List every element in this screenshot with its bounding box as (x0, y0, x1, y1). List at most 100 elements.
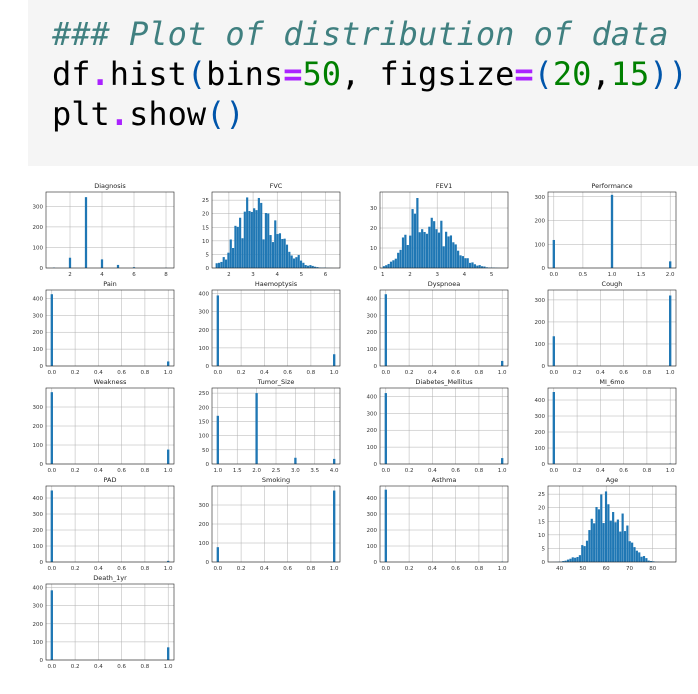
x-tick-label: 4 (100, 272, 104, 278)
x-tick-label: 4 (463, 272, 467, 278)
x-tick-label: 0.6 (117, 664, 126, 670)
histogram-bar (333, 458, 336, 464)
histogram-bar (394, 258, 397, 268)
x-tick-label: 0.4 (94, 566, 103, 572)
x-tick-label: 0.4 (94, 370, 103, 376)
x-tick-label: 50 (579, 566, 586, 572)
x-tick-label: 0.8 (475, 370, 484, 376)
x-tick-label: 0.2 (71, 468, 80, 474)
x-tick-label: 2 (408, 272, 412, 278)
y-tick-label: 50 (202, 448, 209, 454)
histogram-performance: Performance 0.0 0.5 1.0 1.5 2.0 0 100 200 300 (535, 182, 677, 278)
histogram-bar (566, 559, 570, 562)
x-tick-label: 1 (381, 272, 385, 278)
plot-frame (211, 289, 341, 367)
plot-frame (379, 485, 509, 563)
histogram-bar (285, 244, 289, 268)
histogram-bar (50, 590, 53, 660)
histogram-bar (430, 217, 433, 268)
y-tick-label: 300 (33, 405, 44, 411)
histogram-bar (433, 221, 436, 268)
y-tick-label: 100 (33, 544, 44, 550)
histogram-bar (50, 490, 53, 562)
x-tick-label: 0.6 (117, 468, 126, 474)
plot-frame (45, 583, 175, 661)
x-tick-label: 3 (435, 272, 439, 278)
y-tick-label: 200 (33, 225, 44, 231)
x-tick-label: 3.0 (291, 468, 300, 474)
histogram-bar (84, 197, 88, 268)
x-tick-label: 0.2 (405, 370, 414, 376)
histogram-bar (316, 267, 319, 268)
y-tick-label: 200 (199, 405, 210, 411)
y-tick-label: 0 (542, 364, 546, 370)
y-tick-label: 0 (374, 266, 378, 272)
y-tick-label: 200 (367, 330, 378, 336)
histogram-bar (583, 546, 586, 562)
histogram-bar (224, 259, 228, 268)
code-block: ### Plot of distribution of data df.hist… (52, 14, 688, 134)
histogram-smoking: Smoking 0.0 0.2 0.4 0.6 0.8 1.0 0 100 200 300 (199, 476, 341, 572)
y-tick-label: 100 (33, 640, 44, 646)
x-tick-label: 0.0 (549, 468, 558, 474)
plot-frame (45, 485, 175, 563)
histogram-bar (483, 266, 486, 268)
y-tick-label: 300 (33, 604, 44, 610)
histogram-bar (416, 198, 419, 268)
histogram-bar (638, 552, 641, 562)
x-tick-label: 1.0 (213, 468, 222, 474)
histogram-bar (425, 233, 429, 268)
x-tick-label: 2.0 (666, 272, 675, 278)
plot-frame (45, 289, 175, 367)
histogram-bar (384, 489, 387, 562)
plot-title: Performance (591, 182, 632, 190)
x-tick-label: 0.8 (475, 468, 484, 474)
histogram-bar (571, 557, 574, 562)
x-tick-label: 0.4 (596, 370, 605, 376)
y-tick-label: 0 (542, 560, 546, 566)
plot-frame (45, 191, 175, 269)
x-tick-label: 1.0 (164, 566, 173, 572)
histogram-bar (246, 197, 249, 268)
histogram-fvc: FVC 2 3 4 5 6 0 5 10 15 20 25 (202, 182, 341, 278)
histogram-bar (633, 547, 636, 562)
x-tick-label: 1.5 (233, 468, 242, 474)
histogram-bar (428, 226, 431, 268)
plot-title: Diagnosis (94, 182, 126, 190)
histogram-bar (333, 490, 336, 562)
histogram-bar (485, 267, 488, 268)
histogram-bar (283, 238, 286, 268)
plot-title: Age (606, 476, 619, 484)
y-tick-label: 400 (199, 292, 210, 298)
histogram-bar (314, 266, 317, 268)
x-tick-label: 0.8 (141, 468, 150, 474)
x-tick-label: 6 (324, 272, 328, 278)
y-tick-label: 20 (538, 506, 545, 512)
plot-title: Asthma (432, 476, 457, 484)
x-tick-label: 1.0 (164, 468, 173, 474)
plot-title: Weakness (94, 378, 127, 386)
x-tick-label: 0.2 (237, 370, 246, 376)
histogram-bar (255, 210, 258, 268)
x-tick-label: 0.0 (47, 664, 56, 670)
x-tick-label: 5 (490, 272, 494, 278)
y-tick-label: 300 (33, 313, 44, 319)
histogram-bar (399, 249, 402, 268)
x-tick-label: 0.6 (117, 566, 126, 572)
x-tick-label: 0.4 (260, 566, 269, 572)
y-tick-label: 0 (40, 364, 44, 370)
y-tick-label: 100 (535, 342, 546, 348)
y-tick-label: 10 (370, 246, 377, 252)
y-tick-label: 100 (535, 242, 546, 248)
code-cell[interactable] (28, 0, 698, 166)
histogram-bar (574, 557, 577, 562)
histogram-bar (418, 232, 421, 268)
histogram-bar (232, 248, 235, 268)
x-tick-label: 1.0 (498, 468, 507, 474)
histogram-bar (239, 217, 242, 268)
y-tick-label: 100 (367, 544, 378, 550)
histogram-bar (234, 225, 237, 268)
y-tick-label: 300 (367, 512, 378, 518)
x-tick-label: 1.0 (164, 370, 173, 376)
histogram-bar (262, 239, 265, 268)
